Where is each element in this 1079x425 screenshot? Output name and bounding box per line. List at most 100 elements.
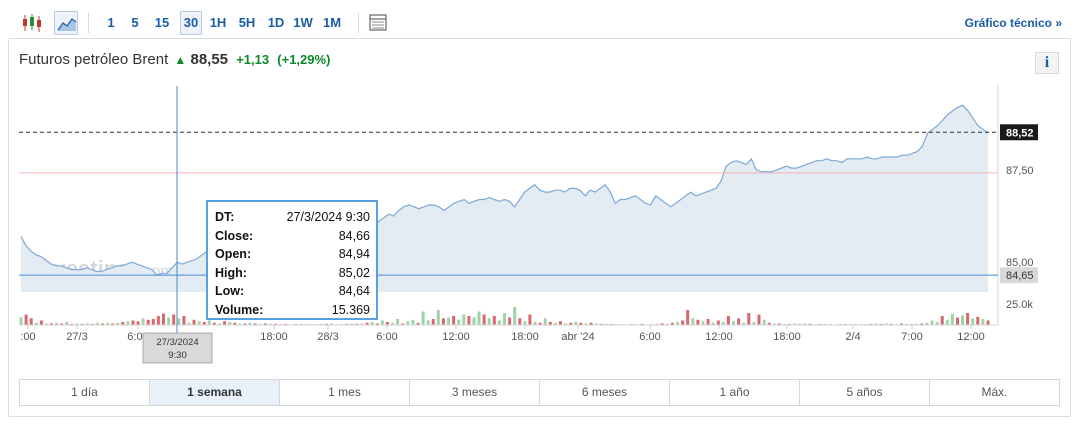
- range-button[interactable]: 6 meses: [540, 380, 670, 405]
- volume-bar: [284, 323, 288, 325]
- volume-bar: [513, 307, 517, 325]
- x-tick-label: 2/4: [845, 331, 860, 343]
- x-tick-label: 18:00: [511, 331, 539, 343]
- x-tick-label: 6:00: [376, 331, 397, 343]
- volume-bar: [457, 319, 461, 326]
- volume-bar: [747, 313, 751, 325]
- volume-bar: [523, 321, 527, 326]
- volume-bar: [34, 322, 38, 326]
- interval-1w-button[interactable]: 1W: [293, 15, 313, 30]
- volume-bar: [777, 323, 781, 325]
- volume-bar: [559, 321, 562, 326]
- table-view-icon[interactable]: [366, 11, 390, 35]
- volume-bar: [905, 323, 909, 325]
- crosshair-x-badge: [142, 332, 213, 364]
- volume-bar: [452, 316, 456, 325]
- range-button[interactable]: 1 día: [20, 380, 150, 405]
- volume-bar: [345, 323, 349, 325]
- x-tick-label: 18:00: [773, 331, 801, 343]
- volume-bar: [121, 322, 125, 325]
- volume-bar: [721, 322, 725, 325]
- volume-bar: [879, 323, 883, 325]
- volume-bar: [100, 323, 104, 325]
- area-chart-icon[interactable]: [54, 11, 78, 35]
- volume-bar: [29, 318, 33, 326]
- range-button[interactable]: 5 años: [800, 380, 930, 405]
- interval-1h-button[interactable]: 1H: [209, 15, 227, 30]
- technical-chart-link[interactable]: Gráfico técnico »: [964, 16, 1062, 30]
- volume-bar: [803, 323, 807, 325]
- volume-bar: [900, 323, 903, 325]
- volume-bar: [940, 316, 944, 325]
- volume-bar: [426, 320, 430, 325]
- price-change-percent: (+1,29%): [277, 52, 331, 67]
- chart-toolbar: 1 5 15 30 1H 5H 1D 1W 1M Gráfico técnico »: [8, 8, 1070, 38]
- range-button[interactable]: 3 meses: [410, 380, 540, 405]
- range-button[interactable]: 1 semana: [150, 380, 280, 405]
- volume-bar: [370, 322, 374, 325]
- range-button[interactable]: 1 mes: [280, 380, 410, 405]
- volume-bar: [60, 323, 64, 325]
- volume-bar: [920, 323, 924, 325]
- volume-bar: [436, 310, 440, 325]
- up-arrow-icon: ▲: [174, 53, 187, 67]
- tooltip-key: High:: [215, 265, 247, 280]
- volume-bar: [238, 323, 242, 325]
- volume-bar: [136, 321, 140, 326]
- x-tick-label: 12:00: [957, 331, 985, 343]
- volume-bar: [263, 323, 267, 325]
- volume-bar: [116, 322, 120, 326]
- volume-bar: [274, 323, 277, 325]
- volume-bar: [655, 323, 659, 325]
- volume-bar: [701, 321, 705, 326]
- volume-bar: [187, 322, 191, 326]
- y-tick-label: 87,50: [1006, 165, 1034, 177]
- tooltip-value: 84,66: [338, 228, 370, 243]
- range-button[interactable]: 1 año: [670, 380, 800, 405]
- volume-bar: [543, 318, 547, 326]
- volume-bar: [355, 323, 359, 325]
- volume-bar: [915, 323, 919, 325]
- volume-bar: [233, 322, 237, 326]
- tooltip-row: DT: 27/3/2024 9:30: [215, 208, 370, 227]
- volume-bar: [671, 322, 674, 326]
- range-selector: 1 día 1 semana 1 mes 3 meses 6 meses 1 año 5 a…: [19, 379, 1060, 406]
- interval-1m-button[interactable]: 1M: [322, 15, 342, 30]
- volume-bar: [548, 322, 552, 325]
- volume-bar: [971, 318, 975, 326]
- volume-bar: [757, 314, 761, 325]
- volume-bar: [691, 318, 695, 326]
- volume-bar: [218, 323, 221, 325]
- volume-bar: [676, 322, 679, 325]
- tooltip-value: 85,02: [338, 265, 370, 280]
- volume-bar: [50, 323, 53, 325]
- interval-1-button[interactable]: 1: [107, 15, 115, 30]
- volume-bar: [360, 323, 364, 325]
- interval-15-button[interactable]: 15: [154, 15, 170, 30]
- volume-bar: [742, 322, 746, 326]
- interval-5-button[interactable]: 5: [131, 15, 139, 30]
- interval-5h-button[interactable]: 5H: [238, 15, 256, 30]
- volume-bar: [391, 322, 394, 326]
- volume-bar: [492, 316, 496, 325]
- volume-bar: [762, 319, 766, 326]
- volume-bar: [874, 323, 878, 325]
- volume-bar: [126, 321, 130, 326]
- volume-bar: [385, 322, 389, 325]
- last-price-label: 88,52: [1006, 127, 1034, 139]
- volume-bar: [986, 320, 990, 325]
- info-button[interactable]: i: [1035, 52, 1059, 74]
- volume-bar: [732, 321, 735, 326]
- volume-bar: [844, 323, 847, 325]
- price-chart[interactable]: Investing .com 87,5085,0025.0k88,5284,65…: [0, 0, 1079, 380]
- volume-bar: [976, 316, 980, 326]
- volume-bar: [564, 323, 568, 325]
- volume-bar: [788, 323, 791, 325]
- range-button[interactable]: Máx.: [981, 385, 1008, 399]
- interval-1d-button[interactable]: 1D: [267, 15, 285, 30]
- volume-bar: [396, 319, 400, 325]
- volume-bar: [604, 323, 608, 325]
- candlestick-chart-icon[interactable]: [20, 11, 44, 35]
- x-tick-label: :00: [20, 331, 35, 343]
- interval-30-button[interactable]: 30: [180, 11, 202, 35]
